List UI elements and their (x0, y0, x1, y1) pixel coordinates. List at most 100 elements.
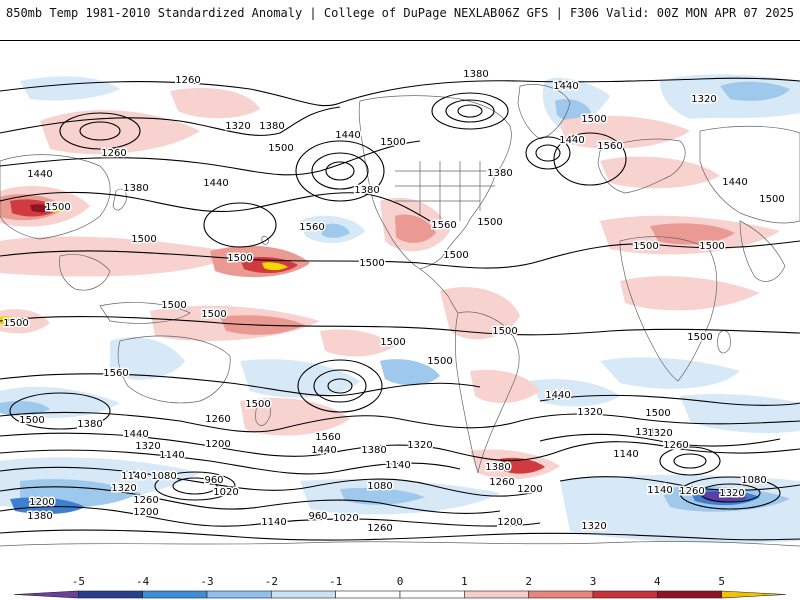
contour-label: 1200 (133, 507, 158, 518)
contour-label: 1380 (259, 121, 284, 132)
anomaly-shading (0, 74, 800, 543)
warm-area (48, 205, 64, 213)
contour-label: 1500 (45, 202, 70, 213)
cold-area (380, 359, 440, 386)
contour-label: 1320 (647, 428, 672, 439)
warm-area (560, 115, 690, 149)
contour-label: 1440 (559, 135, 584, 146)
contour-label: 1140 (385, 460, 410, 471)
contour-closed (679, 476, 781, 510)
colorbar-tick-label: 3 (590, 575, 597, 588)
contour-label: 960 (204, 475, 223, 486)
contour-label: 1500 (443, 250, 468, 261)
cold-area (320, 223, 350, 238)
contour-closed (673, 453, 707, 469)
colorbar-bin (78, 590, 143, 599)
contour-label: 1560 (597, 141, 622, 152)
warm-area (262, 262, 288, 271)
contour-label: 1500 (699, 241, 724, 252)
contour-label: 1020 (333, 513, 358, 524)
contour-line (559, 476, 800, 491)
contour-label: 1080 (741, 475, 766, 486)
height-contours (0, 77, 800, 541)
coast-indonesia (99, 302, 191, 324)
warm-area (240, 397, 350, 436)
contour-closed (203, 202, 277, 248)
contour-line (0, 486, 501, 514)
contour-closed (297, 359, 383, 413)
colorbar-tick-label: 5 (718, 575, 725, 588)
contour-label: 1320 (691, 94, 716, 105)
contour-closed (431, 92, 509, 130)
contour-label: 1500 (359, 258, 384, 269)
colorbar-bin (464, 590, 529, 599)
contour-label: 1380 (463, 69, 488, 80)
contour-label: 1440 (335, 130, 360, 141)
colorbar-bin (657, 590, 722, 599)
contour-closed (295, 140, 385, 202)
contour-closed (79, 121, 121, 141)
contour-label: 1320 (135, 441, 160, 452)
contour-closed (553, 132, 627, 186)
contour-label: 1380 (123, 183, 148, 194)
contour-closed (325, 161, 355, 181)
warm-area (170, 87, 260, 119)
contour-label: 1140 (613, 449, 638, 460)
contour-closed (535, 144, 561, 162)
colorbar-tick-label: 2 (525, 575, 532, 588)
contour-line (0, 191, 431, 222)
contour-label: 1320 (111, 483, 136, 494)
contour-label: 1500 (227, 253, 252, 264)
cold-area (110, 337, 185, 380)
coast-australia (117, 335, 231, 404)
colorbar-bin (528, 590, 594, 599)
contour-label: 1380 (487, 168, 512, 179)
contour-label: 1500 (427, 356, 452, 367)
colorbar-bin (206, 590, 272, 599)
contour-closed (659, 446, 721, 476)
contour-label: 1500 (245, 399, 270, 410)
contour-label: 1500 (380, 137, 405, 148)
contour-label: 1440 (27, 169, 52, 180)
coast-greenland (517, 84, 571, 140)
contour-label: 1500 (687, 332, 712, 343)
contour-label: 1500 (3, 318, 28, 329)
contour-label: 1560 (299, 222, 324, 233)
contour-label: 1200 (517, 484, 542, 495)
contour-closed (172, 477, 218, 495)
contour-label: 1500 (759, 194, 784, 205)
coast-europe (597, 138, 686, 194)
anomaly-map: 1380 1440 1320 1500 1260 1320 1380 1440 1500 1440… (0, 41, 800, 559)
contour-label: 1260 (101, 148, 126, 159)
contour-line (0, 529, 800, 541)
warm-area (650, 223, 735, 245)
contour-label: 1140 (647, 485, 672, 496)
cold-area (555, 99, 592, 122)
contour-label: 1320 (225, 121, 250, 132)
colorbar-tick-label: 0 (397, 575, 404, 588)
colorbar-tick-label: -1 (329, 575, 342, 588)
contour-label: 1500 (581, 114, 606, 125)
contour-line (0, 411, 800, 433)
contour-line (0, 466, 541, 497)
contour-closed (525, 136, 571, 170)
contour-label: 1020 (213, 487, 238, 498)
contour-label: 1440 (553, 81, 578, 92)
contour-line (539, 433, 781, 447)
contour-label: 1380 (77, 419, 102, 430)
model-run-info: 06Z GFS | F306 Valid: 00Z MON APR 07 202… (497, 6, 794, 20)
contour-label: 1500 (477, 217, 502, 228)
warm-area (395, 214, 436, 243)
coast-japan (112, 188, 127, 211)
colorbar-tick-label: 4 (654, 575, 661, 588)
contour-label: 1260 (679, 486, 704, 497)
contour-label: 1560 (431, 220, 456, 231)
contour-closed (457, 104, 483, 118)
contour-label: 960 (308, 511, 327, 522)
contour-line (0, 106, 341, 136)
contour-label: 1380 (354, 185, 379, 196)
contour-closed (699, 483, 761, 503)
coast-asia-east-2 (699, 125, 800, 224)
contour-line (0, 77, 800, 107)
contour-label: 1320 (577, 407, 602, 418)
